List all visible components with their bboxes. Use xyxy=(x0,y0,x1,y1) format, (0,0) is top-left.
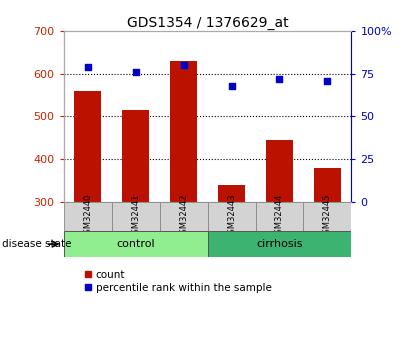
Bar xyxy=(208,231,351,257)
Text: GSM32440: GSM32440 xyxy=(83,194,92,239)
Point xyxy=(84,64,91,70)
Point xyxy=(276,76,283,82)
Bar xyxy=(64,202,112,231)
Bar xyxy=(112,202,159,231)
Point xyxy=(132,69,139,75)
Text: GSM32441: GSM32441 xyxy=(131,194,140,239)
Text: control: control xyxy=(116,239,155,249)
Text: GSM32442: GSM32442 xyxy=(179,194,188,239)
Text: GSM32444: GSM32444 xyxy=(275,194,284,239)
Bar xyxy=(256,202,303,231)
Legend: count, percentile rank within the sample: count, percentile rank within the sample xyxy=(79,266,276,297)
Text: cirrhosis: cirrhosis xyxy=(256,239,303,249)
Bar xyxy=(266,140,293,202)
Bar xyxy=(218,185,245,202)
Bar xyxy=(208,202,256,231)
Point xyxy=(228,83,235,88)
Text: disease state: disease state xyxy=(2,239,72,249)
Point xyxy=(324,78,331,83)
Title: GDS1354 / 1376629_at: GDS1354 / 1376629_at xyxy=(127,16,289,30)
Point xyxy=(180,62,187,68)
Bar xyxy=(303,202,351,231)
Bar xyxy=(74,91,101,202)
Text: GSM32445: GSM32445 xyxy=(323,194,332,239)
Bar xyxy=(159,202,208,231)
Bar xyxy=(64,231,208,257)
Text: GSM32443: GSM32443 xyxy=(227,194,236,239)
Bar xyxy=(171,61,197,202)
Bar xyxy=(122,110,149,202)
Bar xyxy=(314,168,341,202)
